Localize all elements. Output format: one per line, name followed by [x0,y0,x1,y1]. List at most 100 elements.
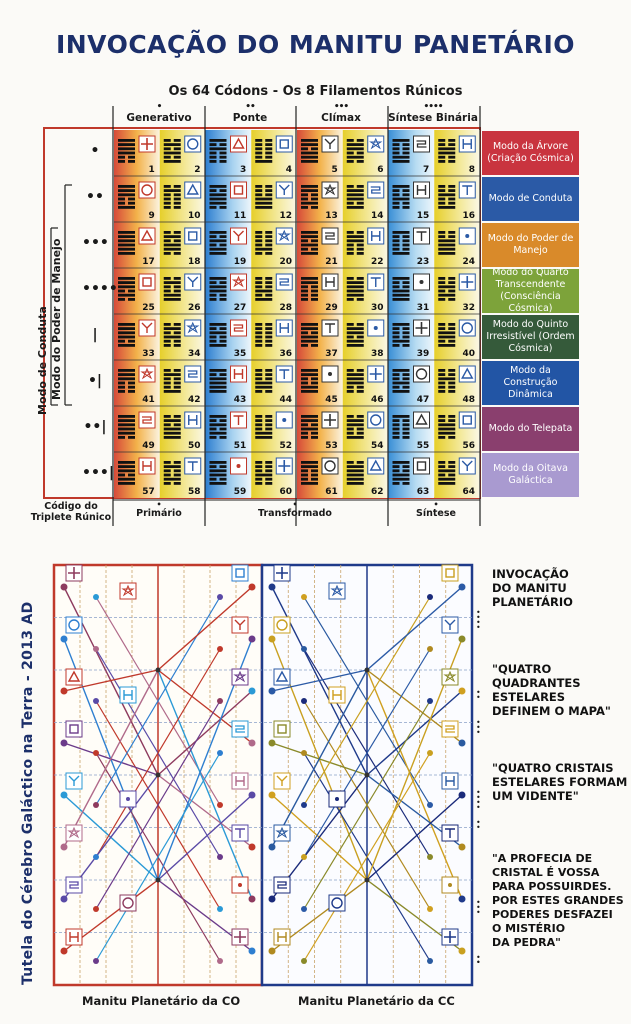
hex-bar [255,252,263,255]
hex-bar [392,239,400,243]
hex-bar [173,193,181,197]
hex-bar [163,331,171,335]
codon-cell: 32 [438,273,476,313]
col-label: Ponte [232,112,268,124]
hex-bar [209,469,227,473]
hex-bar [265,369,273,372]
lattice-glyph [65,720,83,738]
hex-bar [448,339,456,343]
codon-number: 64 [462,487,475,497]
lattice-line [271,669,368,848]
hex-bar [438,473,446,477]
lattice-node [427,802,433,808]
hex-bar [402,377,410,381]
hex-bar [356,160,364,163]
hex-bar [448,436,456,439]
hex-bar [392,423,400,427]
glyph-mark [236,464,241,468]
lattice-node [217,698,223,704]
hex-bar [448,185,456,188]
hex-bar [438,369,446,372]
codon-cell: 49 [118,411,156,451]
glyph-mark [238,883,242,887]
lattice-line [95,648,221,858]
hex-bar [173,339,181,343]
hex-bar [255,201,273,205]
hex-bar [128,289,135,293]
hex-bar [163,436,181,439]
lattice-node [155,877,161,883]
hex-bar [301,327,318,330]
hex-bar [118,331,135,335]
hex-bar [438,339,446,343]
side-dot-marker: •• [476,688,481,702]
hex-bar [128,473,135,477]
codon-cell: 57 [118,457,156,497]
hex-bar [255,339,263,343]
hex-bar [402,143,410,146]
hex-bar [219,335,227,339]
codon-cell: 59 [209,457,247,497]
glyph-mark [68,567,80,579]
glyph-mark [325,277,335,287]
hex-bar [118,415,135,418]
hex-bar [402,239,410,243]
hex-bar [301,139,318,142]
hex-bar [163,155,171,159]
hex-bar [118,385,125,389]
hex-bar [346,327,364,330]
hex-bar [392,160,410,163]
hex-bar [356,415,364,418]
codon-cell: 48 [438,365,476,405]
hex-bar [438,436,446,439]
glyph-mark [276,775,288,786]
hex-bar [219,373,227,376]
hex-bar [301,469,308,473]
hex-bar [438,143,446,146]
lattice-node [217,802,223,808]
hex-bar [448,201,456,205]
hex-bar [448,390,456,393]
lattice-glyph [231,616,249,634]
hex-bar [265,277,273,280]
glyph-mark [416,461,427,471]
hex-bar [209,423,227,427]
glyph-mark [276,619,288,631]
primario-text: Primário [136,508,182,519]
codon-cell: 39 [392,319,430,359]
hex-bar [265,377,273,381]
hex-bar [311,298,318,301]
hex-bar [392,243,400,247]
hex-bar [438,201,446,205]
hex-bar [118,239,135,243]
hex-bar [356,247,364,251]
hex-bar [346,369,354,372]
hex-bar [265,465,273,468]
lattice-node [217,750,223,756]
hex-bar [438,185,446,188]
hex-bar [346,465,364,468]
vertical-label-poder: Modo do Poder de Manejo [50,238,63,400]
hex-bar [265,344,273,347]
hex-bar [301,293,308,297]
hex-bar [209,201,227,205]
hex-bar [311,239,318,243]
hex-bar [265,373,273,376]
glyph-mark [141,138,153,150]
lattice-node [458,583,466,591]
hex-bar [311,289,318,293]
codon-number: 17 [142,257,155,267]
glyph-mark [445,828,455,838]
lattice-node [427,854,433,860]
glyph-mark [448,883,452,887]
hex-bar [255,469,263,473]
lattice-node [301,906,307,912]
hex-bar [392,469,400,473]
hex-bar [311,381,318,385]
codon-number: 30 [371,303,384,313]
glyph-mark [186,183,199,195]
lattice-node [60,947,68,955]
codon-number: 33 [142,349,155,359]
glyph-mark [369,137,383,150]
hex-bar [402,243,410,247]
